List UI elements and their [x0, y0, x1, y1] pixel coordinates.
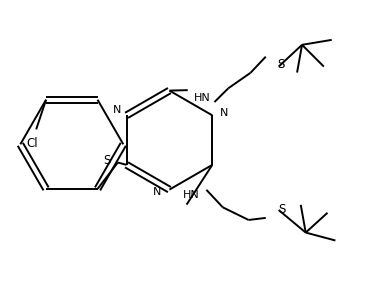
Text: Cl: Cl — [26, 137, 38, 150]
Text: S: S — [103, 154, 110, 167]
Text: S: S — [277, 58, 284, 71]
Text: N: N — [220, 108, 228, 118]
Text: N: N — [112, 105, 121, 115]
Text: HN: HN — [194, 93, 211, 103]
Text: N: N — [153, 186, 162, 197]
Text: HN: HN — [183, 190, 200, 200]
Text: S: S — [278, 203, 285, 216]
